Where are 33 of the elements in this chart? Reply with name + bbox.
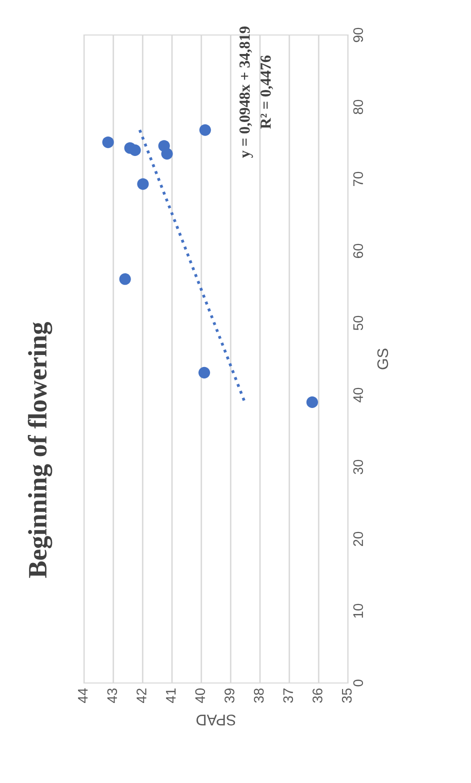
y-tick-label: 40 <box>353 388 364 402</box>
point <box>137 178 149 190</box>
x-tick-label: 44 <box>78 688 88 703</box>
point <box>306 396 318 408</box>
x-tick-label: 40 <box>195 688 206 703</box>
y-tick-label: 70 <box>353 172 364 186</box>
x-tick-label: 38 <box>254 688 264 703</box>
point <box>161 148 173 160</box>
x-tick-label: 41 <box>166 688 176 703</box>
point <box>102 136 114 148</box>
y-tick-label: 0 <box>353 680 364 686</box>
y-tick-label: 20 <box>353 532 364 546</box>
y-tick-label: 50 <box>353 316 364 330</box>
annotation: y = 0,0948x + 34,819 <box>239 26 253 158</box>
y-tick-label: 80 <box>353 100 364 114</box>
x-tick-label: 36 <box>312 688 322 703</box>
annotation: R² = 0,4476 <box>260 55 274 129</box>
y-tick-label: 10 <box>353 604 364 618</box>
point <box>129 144 141 156</box>
x-tick-label: 37 <box>283 688 294 703</box>
point <box>119 273 131 285</box>
x-tick-label: 35 <box>342 688 352 703</box>
x-tick-label: 42 <box>136 688 146 703</box>
point <box>198 366 210 378</box>
y-axis-title: GS <box>377 348 388 370</box>
y-tick-label: 60 <box>353 244 364 258</box>
text: Beginning of flowering <box>28 322 52 578</box>
point <box>199 124 211 136</box>
y-tick-label: 90 <box>353 28 364 42</box>
x-tick-label: 43 <box>107 688 118 703</box>
x-tick-label: 39 <box>224 688 234 703</box>
x-axis-title: SPAD <box>196 714 236 726</box>
y-tick-label: 30 <box>353 460 364 474</box>
